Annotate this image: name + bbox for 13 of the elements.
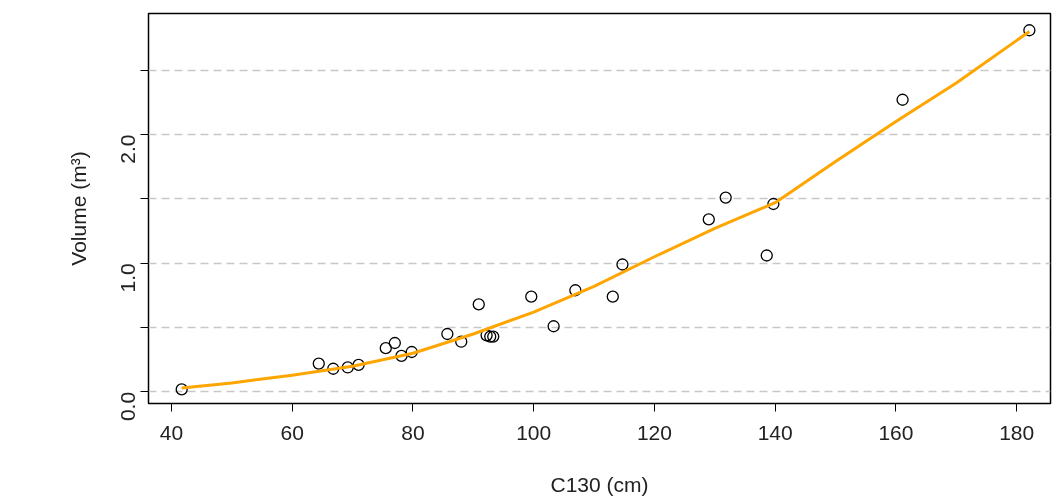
x-tick-label: 60 xyxy=(280,420,304,444)
x-tick-label: 180 xyxy=(999,420,1035,444)
y-tick-label: 1.0 xyxy=(116,263,140,293)
x-tick-label: 100 xyxy=(516,420,552,444)
x-tick-label: 80 xyxy=(401,420,425,444)
x-axis-title: C130 (cm) xyxy=(550,472,649,496)
x-tick-label: 40 xyxy=(159,420,184,444)
x-tick-label: 160 xyxy=(878,420,914,444)
y-axis-title: Volume (m³) xyxy=(66,151,90,266)
y-tick-label: 0.0 xyxy=(116,391,140,422)
x-tick-label: 140 xyxy=(757,420,793,444)
x-tick-label: 120 xyxy=(636,420,672,444)
y-tick-label: 2.0 xyxy=(116,134,140,164)
